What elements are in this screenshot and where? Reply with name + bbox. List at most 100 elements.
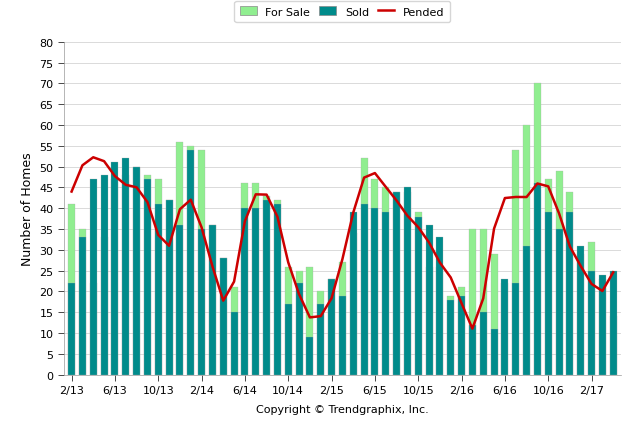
Y-axis label: Number of Homes: Number of Homes [21,152,34,265]
Bar [177,142,184,375]
Bar [382,213,389,375]
Bar [577,254,584,375]
Bar [523,246,530,375]
Bar [469,325,476,375]
Bar [122,176,129,375]
Bar [545,180,552,375]
Bar [209,225,216,375]
Bar [480,230,487,375]
Bar [512,150,519,375]
Bar [133,167,140,375]
Bar [122,159,129,375]
Bar [360,204,367,375]
Bar [100,238,108,375]
Bar [198,150,205,375]
Legend: For Sale, Sold, Pended: For Sale, Sold, Pended [234,2,451,23]
Bar [447,296,454,375]
Bar [166,201,173,375]
Bar [447,300,454,375]
Bar [296,271,303,375]
Bar [307,267,314,375]
X-axis label: Copyright © Trendgraphix, Inc.: Copyright © Trendgraphix, Inc. [256,403,429,414]
Bar [90,180,97,375]
Bar [79,238,86,375]
Bar [404,188,411,375]
Bar [133,167,140,375]
Bar [155,180,162,375]
Bar [285,304,292,375]
Bar [501,284,508,375]
Bar [220,259,227,375]
Bar [252,209,259,375]
Bar [144,180,151,375]
Bar [317,304,324,375]
Bar [415,217,422,375]
Bar [100,176,108,375]
Bar [556,171,563,375]
Bar [285,267,292,375]
Bar [490,254,497,375]
Bar [274,204,281,375]
Bar [610,271,617,375]
Bar [263,201,270,375]
Bar [317,292,324,375]
Bar [241,184,248,375]
Bar [209,225,216,375]
Bar [480,313,487,375]
Bar [371,209,378,375]
Bar [166,201,173,375]
Bar [349,213,356,375]
Bar [230,313,237,375]
Bar [188,150,195,375]
Bar [458,288,465,375]
Bar [68,284,75,375]
Bar [588,271,595,375]
Bar [339,296,346,375]
Bar [328,279,335,375]
Bar [296,284,303,375]
Bar [545,213,552,375]
Bar [263,196,270,375]
Bar [111,163,118,375]
Bar [382,188,389,375]
Bar [393,192,400,375]
Bar [501,279,508,375]
Bar [252,184,259,375]
Bar [436,238,444,375]
Bar [566,213,573,375]
Bar [177,225,184,375]
Bar [198,230,205,375]
Bar [426,267,433,375]
Bar [68,204,75,375]
Bar [220,259,227,375]
Bar [534,84,541,375]
Bar [436,267,444,375]
Bar [328,279,335,375]
Bar [599,275,606,375]
Bar [188,147,195,375]
Bar [274,201,281,375]
Bar [349,233,356,375]
Bar [144,176,151,375]
Bar [404,192,411,375]
Bar [90,284,97,375]
Bar [393,192,400,375]
Bar [426,225,433,375]
Bar [458,296,465,375]
Bar [577,246,584,375]
Bar [610,317,617,375]
Bar [490,329,497,375]
Bar [599,279,606,375]
Bar [556,230,563,375]
Bar [523,126,530,375]
Bar [534,184,541,375]
Bar [241,209,248,375]
Bar [415,213,422,375]
Bar [155,204,162,375]
Bar [512,284,519,375]
Bar [588,242,595,375]
Bar [360,159,367,375]
Bar [111,180,118,375]
Bar [307,337,314,375]
Bar [79,230,86,375]
